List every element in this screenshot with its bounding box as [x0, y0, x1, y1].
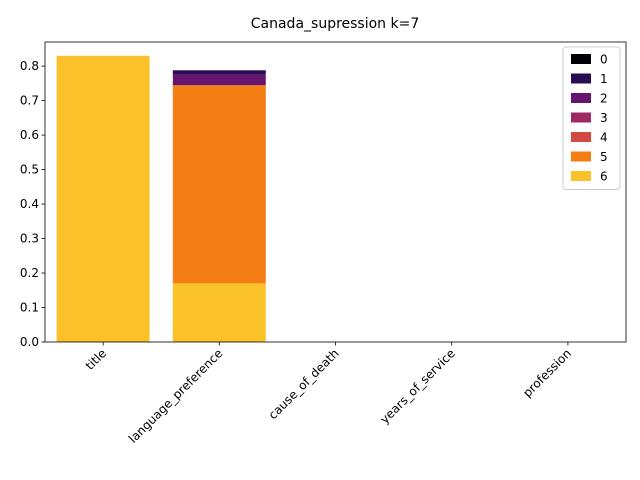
- x-tick-label-profession: profession: [520, 346, 574, 400]
- legend-swatch-3: [571, 112, 591, 123]
- legend-swatch-2: [571, 93, 591, 103]
- x-tick-label-cause_of_death: cause_of_death: [266, 346, 342, 422]
- bar-language_preference-series-2: [172, 74, 266, 86]
- legend-label-2: 2: [600, 92, 608, 106]
- y-tick-label: 0.6: [20, 128, 39, 142]
- y-tick-label: 0.0: [20, 335, 39, 349]
- legend-swatch-0: [571, 54, 591, 64]
- bar-title-series-6: [56, 55, 150, 343]
- y-tick-label: 0.5: [20, 163, 39, 177]
- y-tick-label: 0.4: [20, 197, 39, 211]
- bar-language_preference-series-5: [172, 85, 266, 284]
- legend-swatch-1: [571, 73, 591, 84]
- legend-label-6: 6: [600, 170, 608, 184]
- bar-language_preference-series-6: [172, 283, 266, 342]
- legend-swatch-4: [571, 132, 591, 142]
- x-tick-label-years_of_service: years_of_service: [378, 346, 458, 426]
- legend-label-3: 3: [600, 111, 608, 125]
- y-tick-label: 0.1: [20, 301, 39, 315]
- legend: 0 1 2 3 4 5 6: [562, 46, 621, 190]
- legend-swatch-6: [571, 171, 591, 181]
- y-tick-label: 0.2: [20, 266, 39, 280]
- y-tick-label: 0.8: [20, 59, 39, 73]
- bars-layer: [56, 55, 266, 343]
- x-tick-label-language_preference: language_preference: [126, 346, 226, 446]
- legend-label-4: 4: [600, 131, 608, 145]
- y-tick-label: 0.3: [20, 232, 39, 246]
- chart-title: Canada_supression k=7: [251, 16, 420, 32]
- bar-language_preference-series-1: [172, 70, 266, 75]
- legend-label-0: 0: [600, 53, 608, 67]
- x-tick-label-title: title: [83, 346, 109, 372]
- y-tick-label: 0.7: [20, 94, 39, 108]
- legend-swatch-5: [571, 151, 591, 162]
- legend-label-5: 5: [600, 150, 608, 164]
- legend-label-1: 1: [600, 72, 608, 86]
